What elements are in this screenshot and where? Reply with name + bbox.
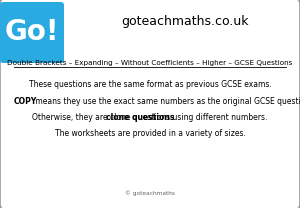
FancyBboxPatch shape: [0, 2, 64, 63]
Text: goteachmaths.co.uk: goteachmaths.co.uk: [121, 15, 249, 28]
Text: means they use the exact same numbers as the original GCSE question.: means they use the exact same numbers as…: [33, 97, 300, 106]
Text: clone questions: clone questions: [106, 113, 175, 122]
Text: These questions are the same format as previous GCSE exams.: These questions are the same format as p…: [28, 80, 272, 89]
Text: Go!: Go!: [5, 19, 59, 47]
Text: Otherwise, they are clone questions using different numbers.: Otherwise, they are clone questions usin…: [32, 113, 268, 122]
Text: COPY: COPY: [14, 97, 37, 106]
Text: © goteachmaths: © goteachmaths: [125, 190, 175, 196]
Text: The worksheets are provided in a variety of sizes.: The worksheets are provided in a variety…: [55, 129, 245, 138]
Text: Double Brackets – Expanding – Without Coefficients – Higher – GCSE Questions: Double Brackets – Expanding – Without Co…: [7, 60, 293, 66]
